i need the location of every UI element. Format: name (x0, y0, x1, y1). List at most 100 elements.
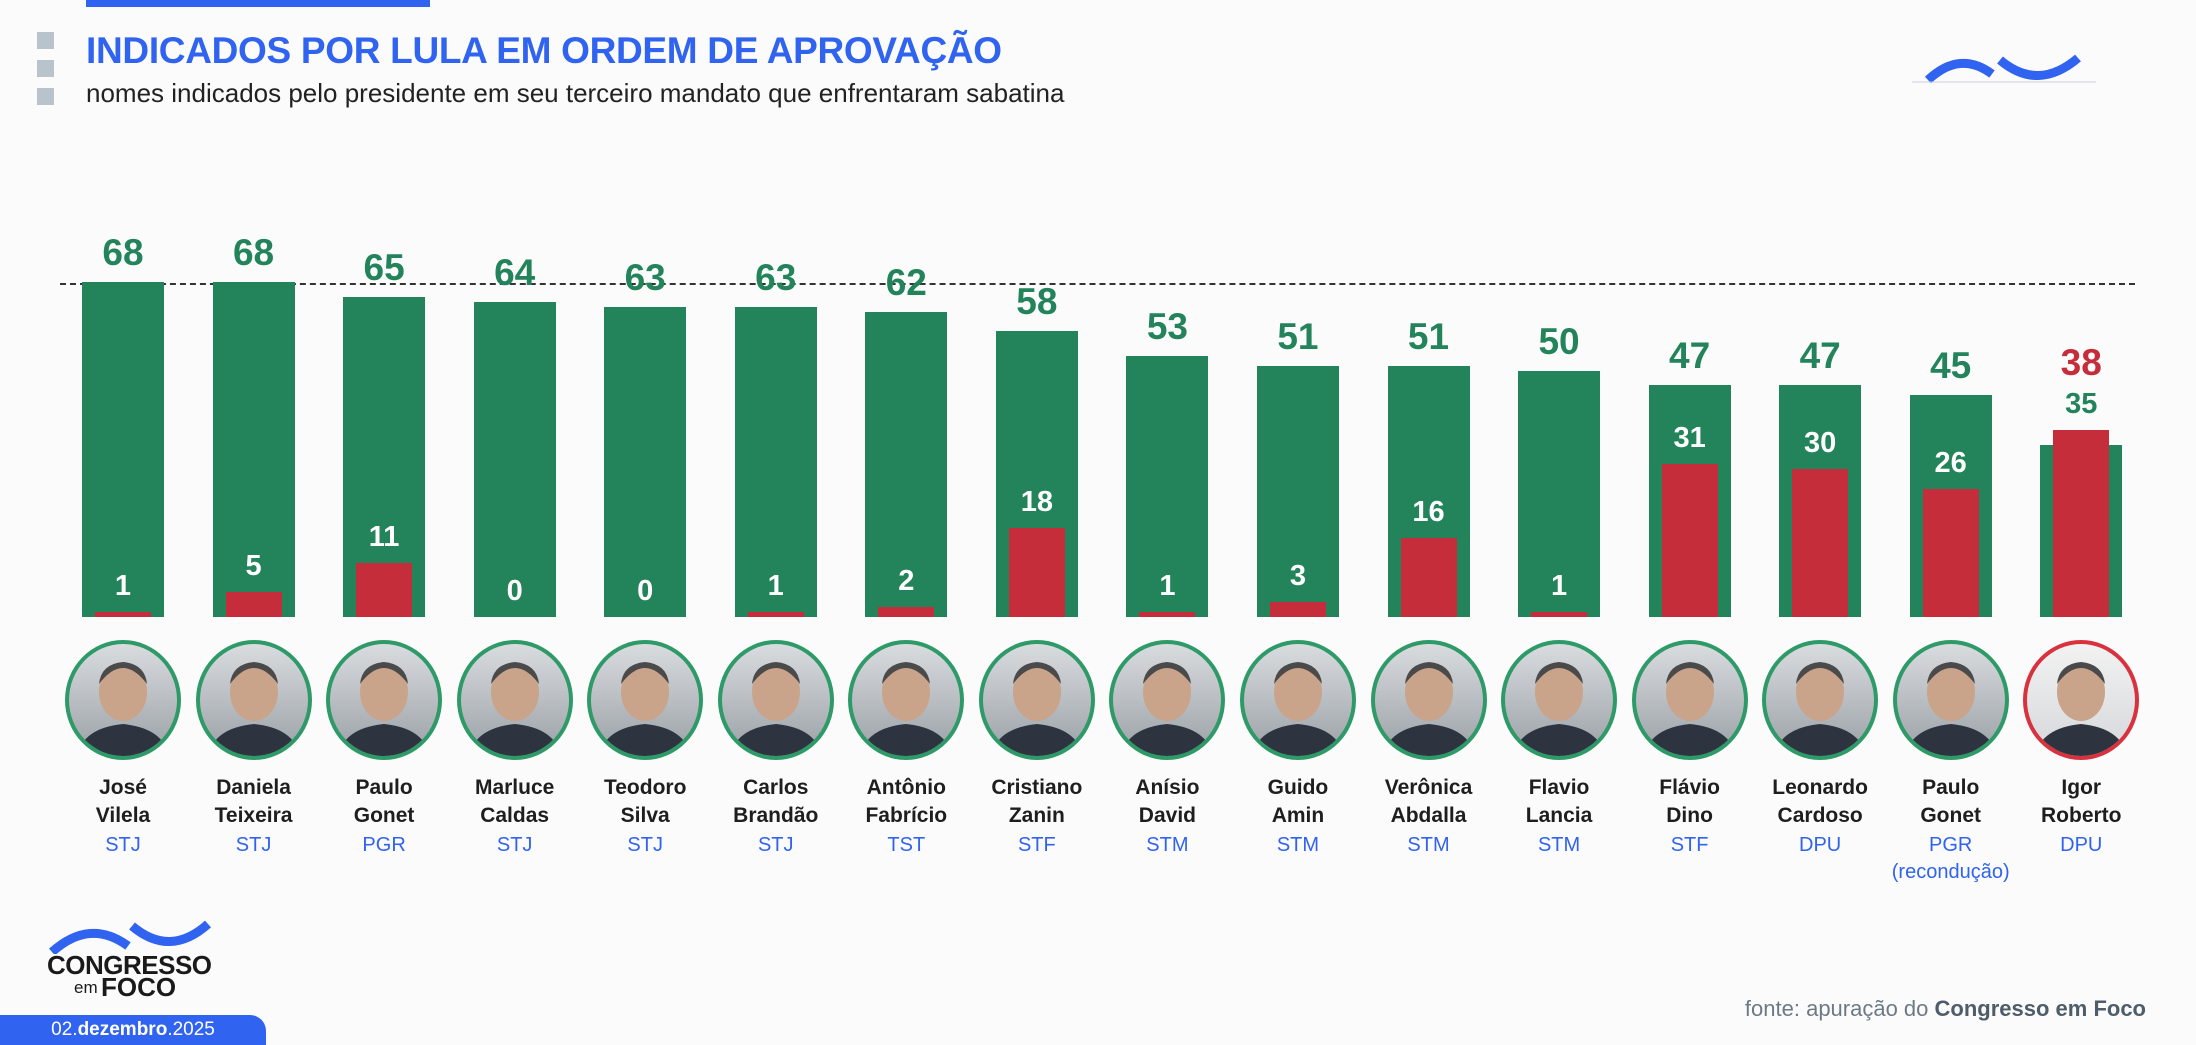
nominee-court: TST (841, 832, 971, 859)
nominee-court: STM (1102, 832, 1232, 859)
nominee-photo (65, 640, 181, 760)
nominee: Anísio David STM (1102, 640, 1232, 859)
label-favor: 63 (755, 256, 797, 298)
nominee-court: STM (1233, 832, 1363, 859)
bar-contra (1269, 602, 1326, 617)
nominee-name-line: Fabrício (865, 804, 948, 827)
logo-text: CONGRESSO (47, 950, 212, 980)
nominee-photo (1631, 640, 1748, 760)
person-icon (1382, 662, 1475, 756)
source-prefix: fonte: apuração do (1744, 996, 1935, 1021)
court-line: TST (887, 834, 926, 856)
court-line: (recondução) (1891, 861, 2010, 883)
nominee-name: Paulo Gonet (319, 774, 449, 830)
label-favor: 68 (232, 232, 275, 273)
nominee-name-line: Gonet (353, 804, 415, 827)
nominee-court: STJ (58, 832, 188, 859)
nominee-name: Antônio Fabrício (841, 774, 971, 830)
nominee-name: José Vilela (58, 774, 188, 830)
nominee: Teodoro Silva STJ (580, 640, 710, 859)
person-icon (1121, 662, 1214, 756)
court-line: STJ (627, 834, 663, 856)
nominee-court: STM (1364, 832, 1494, 859)
nominee-photo (456, 640, 573, 760)
nominee-name: Guido Amin (1233, 774, 1363, 830)
nominee-name: Verônica Abdalla (1364, 774, 1494, 830)
court-line: STM (1276, 834, 1320, 856)
nominee-name: Paulo Gonet (1886, 774, 2016, 830)
nominee-name-line: José (99, 776, 147, 799)
nominee-name: Carlos Brandão (711, 774, 841, 830)
nominee-name-line: Flavio (1528, 776, 1590, 799)
label-contra: 18 (1020, 486, 1053, 519)
label-contra: 30 (1804, 427, 1837, 460)
nominee-name: Flavio Lancia (1494, 774, 1624, 830)
bar-contra (356, 562, 413, 617)
person-icon (77, 662, 169, 756)
label-contra: 11 (368, 520, 400, 553)
logo-waves-icon (49, 920, 211, 954)
nominee: Paulo Gonet PGR (recondução) (1886, 640, 2016, 886)
bar-chart: 68 1 José Vilela STJ 68 5 Daniela Teixeira STJ 65 1… (58, 232, 2146, 886)
person-icon (729, 662, 822, 756)
nominee-name: Anísio David (1102, 774, 1232, 830)
person-icon (2035, 662, 2128, 756)
court-line: STF (1017, 834, 1056, 856)
nominee-name-line: Verônica (1384, 776, 1473, 799)
bar-contra (95, 612, 151, 617)
nominee: Marluce Caldas STJ (450, 640, 580, 859)
label-favor: 64 (494, 251, 536, 293)
label-contra: 38 (2060, 341, 2102, 383)
nominee-name-line: Caldas (480, 804, 550, 827)
accent-bar (86, 0, 430, 7)
nominee: Daniela Teixeira STJ (189, 640, 319, 859)
nominee-court: PGR (319, 832, 449, 859)
nominee-name-line: Marluce (474, 776, 555, 799)
nominee-name-line: Lancia (1525, 804, 1593, 827)
nominee-court: STJ (450, 832, 580, 859)
person-icon (860, 662, 953, 756)
label-contra: 5 (245, 550, 262, 583)
nominee-court: STJ (189, 832, 319, 859)
nominee-photo (1892, 640, 2009, 760)
court-line: PGR (1929, 834, 1973, 856)
nominee-name-line: Antônio (866, 776, 946, 799)
decor-square (37, 32, 54, 49)
bar-contra (2053, 429, 2110, 617)
bar-contra (1922, 488, 1979, 617)
person-icon (1251, 662, 1344, 756)
nominee-name-line: Flávio (1659, 776, 1720, 799)
court-line: DPU (1799, 834, 1842, 856)
nominee-court: STF (1625, 832, 1755, 859)
label-favor: 58 (1016, 281, 1058, 323)
label-favor: 53 (1146, 305, 1188, 347)
nominee-name-line: Cristiano (991, 776, 1083, 799)
court-line: STJ (496, 834, 533, 856)
court-line: PGR (362, 834, 406, 856)
nominee-photo (1109, 640, 1226, 760)
nominee-name-line: Roberto (2041, 804, 2122, 827)
nominee-name-line: Vilela (95, 804, 151, 827)
nominee: Cristiano Zanin STF (972, 640, 1102, 859)
reference-line (60, 283, 2135, 285)
nominee-name-line: Paulo (1922, 776, 1980, 799)
person-icon (338, 662, 431, 756)
court-line: DPU (2060, 834, 2103, 856)
page-subtitle: nomes indicados pelo presidente em seu t… (86, 78, 1065, 108)
nominee: Flavio Lancia STM (1494, 640, 1624, 859)
date-year: .2025 (167, 1019, 215, 1040)
nominee-name-line: Igor (2061, 776, 2102, 799)
bar-contra (1531, 612, 1588, 617)
nominee-name-line: Cardoso (1777, 804, 1863, 827)
nominee-name-line: Silva (620, 804, 670, 827)
logo-text-foco: FOCO (101, 972, 177, 1002)
logo-waves-icon (1912, 54, 2096, 84)
nominee-court: PGR (recondução) (1886, 832, 2016, 886)
nominee-name-line: Teixeira (214, 804, 293, 827)
decor-square (37, 88, 54, 105)
label-favor: 47 (1799, 335, 1841, 377)
decor-square (37, 60, 54, 77)
nominee: Igor Roberto DPU (2016, 640, 2146, 859)
nominee-name-line: Brandão (733, 804, 819, 827)
bar-favor (1126, 355, 1209, 617)
